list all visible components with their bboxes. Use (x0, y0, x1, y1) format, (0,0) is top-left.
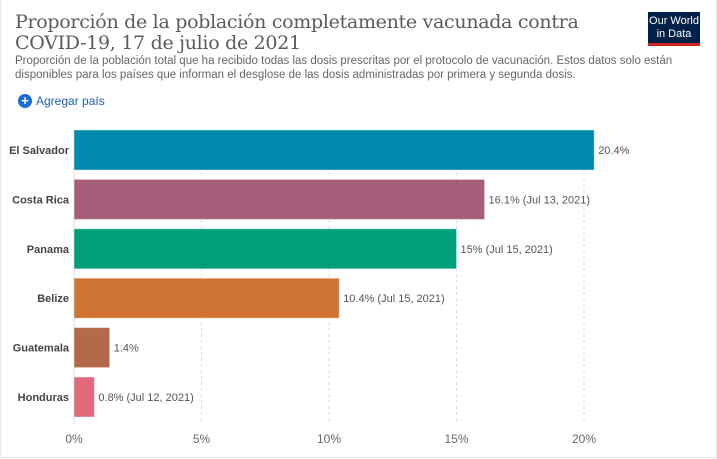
data-label: 20.4% (598, 145, 629, 157)
page-title: Proporción de la población completamente… (15, 11, 579, 54)
x-tick-label: 10% (317, 432, 341, 446)
data-label: 1.4% (114, 343, 139, 355)
category-label: Panama (27, 244, 70, 256)
x-tick-label: 0% (65, 432, 83, 446)
bar-costa-rica (73, 178, 486, 220)
x-tick-label: 20% (572, 432, 596, 446)
category-label: Guatemala (13, 343, 70, 355)
data-label: 10.4% (Jul 15, 2021) (343, 293, 445, 305)
bar-el-salvador (73, 129, 595, 171)
logo-line-1: Our World (649, 15, 699, 27)
category-label: Honduras (18, 392, 69, 404)
data-label: 0.8% (Jul 12, 2021) (98, 392, 193, 404)
logo-line-2: in Data (656, 28, 692, 40)
bar-belize (73, 277, 340, 319)
bar-guatemala (73, 327, 111, 369)
category-label: Belize (37, 293, 69, 305)
data-label: 16.1% (Jul 13, 2021) (489, 194, 591, 206)
category-label: Costa Rica (12, 194, 70, 206)
bar-honduras (73, 376, 95, 418)
bar-panama (73, 228, 457, 270)
data-label: 15% (Jul 15, 2021) (461, 244, 553, 256)
add-country-button[interactable]: + Agregar país (18, 94, 105, 108)
owid-logo[interactable]: Our World in Data (648, 12, 700, 46)
plus-circle-icon: + (18, 94, 32, 108)
chart-subtitle: Proporción de la población total que ha … (15, 55, 673, 81)
category-label: El Salvador (9, 145, 70, 157)
add-country-label: Agregar país (36, 94, 105, 108)
x-tick-label: 15% (444, 432, 468, 446)
x-tick-label: 5% (193, 432, 211, 446)
